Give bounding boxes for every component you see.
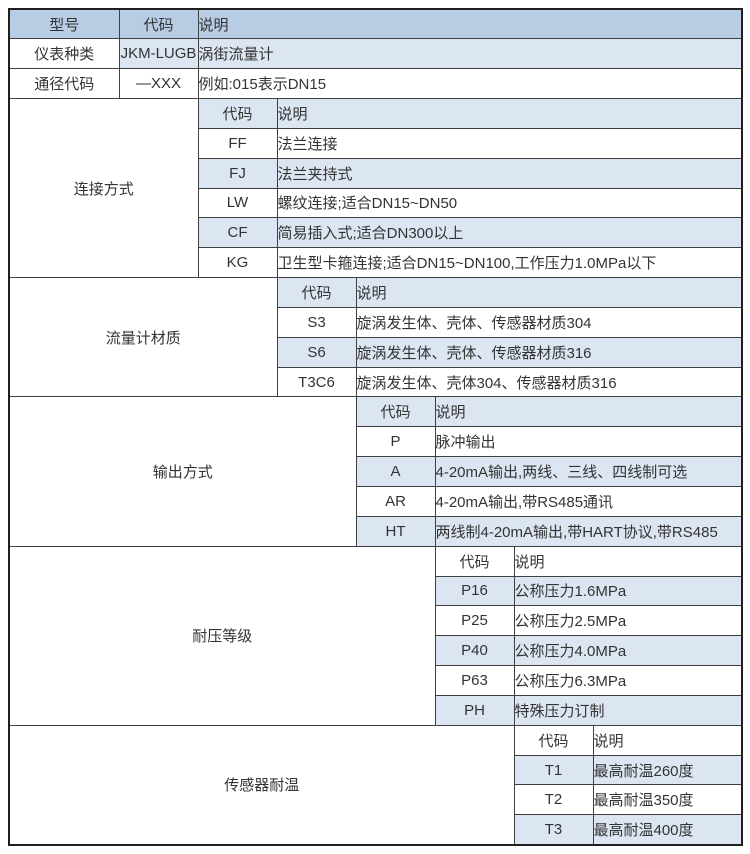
code-cell: P63: [434, 665, 515, 696]
code-cell: P25: [434, 605, 515, 637]
section-label: 耐压等级: [8, 545, 436, 726]
code-cell: —XXX: [118, 68, 199, 100]
code-cell: P40: [434, 635, 515, 667]
code-cell: CF: [197, 217, 278, 249]
header-model: 型号: [8, 8, 120, 40]
desc-cell: 螺纹连接;适合DN15~DN50: [276, 187, 743, 219]
section-label: 流量计材质: [8, 277, 278, 398]
desc-cell: 例如:015表示DN15: [197, 68, 743, 100]
code-cell: A: [355, 456, 436, 487]
code-cell: FJ: [197, 157, 278, 189]
header-desc: 说明: [197, 8, 743, 40]
desc-cell: 涡街流量计: [197, 38, 743, 70]
desc-cell: 法兰夹持式: [276, 157, 743, 189]
desc-cell: 法兰连接: [276, 127, 743, 159]
desc-cell: 4-20mA输出,两线、三线、四线制可选: [434, 456, 743, 487]
table-row-diameter-code: 通径代码 —XXX 例如:015表示DN15: [8, 68, 743, 100]
table-row: FJ 法兰夹持式: [9, 157, 743, 189]
subheader-code: 代码: [355, 396, 436, 428]
section-label: 输出方式: [8, 396, 357, 547]
desc-cell: 两线制4-20mA输出,带HART协议,带RS485: [434, 515, 743, 547]
code-cell: S6: [276, 336, 357, 368]
code-cell: P: [355, 426, 436, 458]
desc-cell: 特殊压力订制: [513, 694, 743, 726]
code-cell: T3C6: [276, 366, 357, 398]
table-row: S3 旋涡发生体、壳体、传感器材质304: [9, 306, 743, 338]
desc-cell: 脉冲输出: [434, 426, 743, 458]
desc-cell: 最高耐温400度: [592, 814, 743, 846]
code-cell: T1: [513, 754, 594, 786]
model-selection-table: 型号 代码 说明 仪表种类 JKM-LUGB 涡街流量计 通径代码 —XXX 例…: [8, 8, 744, 846]
desc-cell: 最高耐温350度: [592, 784, 743, 816]
subheader-desc: 说明: [434, 396, 743, 428]
code-cell: P16: [434, 575, 515, 607]
row-label: 通径代码: [8, 68, 120, 100]
table-header-row: 型号 代码 说明: [8, 8, 743, 40]
table-row: T3C6 旋涡发生体、壳体304、传感器材质316: [9, 366, 743, 398]
section-connection-subheader: 连接方式 代码 说明: [8, 98, 743, 279]
desc-cell: 公称压力1.6MPa: [513, 575, 743, 607]
section-label: 连接方式: [8, 98, 199, 279]
table-row: CF 简易插入式;适合DN300以上: [9, 217, 743, 249]
subheader-code: 代码: [513, 724, 594, 756]
code-cell: AR: [355, 486, 436, 517]
table-row: P 脉冲输出: [9, 426, 743, 458]
section-output-subheader: 输出方式 代码 说明: [8, 396, 743, 547]
code-cell: T3: [513, 814, 594, 846]
subheader-code: 代码: [434, 545, 515, 577]
desc-cell: 4-20mA输出,带RS485通讯: [434, 486, 743, 517]
code-cell: FF: [197, 127, 278, 159]
code-cell: LW: [197, 187, 278, 219]
desc-cell: 旋涡发生体、壳体、传感器材质304: [355, 306, 743, 338]
section-material-subheader: 流量计材质 代码 说明: [8, 277, 743, 398]
table-row: P63 公称压力6.3MPa: [9, 665, 743, 696]
subheader-desc: 说明: [592, 724, 743, 756]
desc-cell: 公称压力4.0MPa: [513, 635, 743, 667]
table-row: LW 螺纹连接;适合DN15~DN50: [9, 187, 743, 219]
section-temperature-subheader: 传感器耐温 代码 说明: [8, 724, 743, 846]
table-row: T2 最高耐温350度: [9, 784, 743, 816]
table-row-instrument-type: 仪表种类 JKM-LUGB 涡街流量计: [8, 38, 743, 70]
table-row: AR 4-20mA输出,带RS485通讯: [9, 486, 743, 517]
table-row: FF 法兰连接: [9, 127, 743, 159]
table-row: P25 公称压力2.5MPa: [9, 605, 743, 637]
table-row: S6 旋涡发生体、壳体、传感器材质316: [9, 336, 743, 368]
subheader-code: 代码: [197, 98, 278, 129]
desc-cell: 卫生型卡箍连接;适合DN15~DN100,工作压力1.0MPa以下: [276, 247, 743, 279]
code-cell: HT: [355, 515, 436, 547]
section-label: 传感器耐温: [8, 724, 515, 846]
table-row: P16 公称压力1.6MPa: [9, 575, 743, 607]
code-cell: S3: [276, 306, 357, 338]
code-cell: PH: [434, 694, 515, 726]
table-row: A 4-20mA输出,两线、三线、四线制可选: [9, 456, 743, 487]
desc-cell: 旋涡发生体、壳体304、传感器材质316: [355, 366, 743, 398]
code-cell: JKM-LUGB: [118, 38, 199, 70]
desc-cell: 旋涡发生体、壳体、传感器材质316: [355, 336, 743, 368]
header-code: 代码: [118, 8, 199, 40]
desc-cell: 公称压力2.5MPa: [513, 605, 743, 637]
code-cell: KG: [197, 247, 278, 279]
table-row: HT 两线制4-20mA输出,带HART协议,带RS485: [9, 515, 743, 547]
desc-cell: 公称压力6.3MPa: [513, 665, 743, 696]
subheader-desc: 说明: [355, 277, 743, 308]
section-pressure-subheader: 耐压等级 代码 说明: [8, 545, 743, 726]
desc-cell: 最高耐温260度: [592, 754, 743, 786]
subheader-code: 代码: [276, 277, 357, 308]
table-row: T1 最高耐温260度: [9, 754, 743, 786]
code-cell: T2: [513, 784, 594, 816]
row-label: 仪表种类: [8, 38, 120, 70]
table-row: PH 特殊压力订制: [9, 694, 743, 726]
desc-cell: 简易插入式;适合DN300以上: [276, 217, 743, 249]
subheader-desc: 说明: [276, 98, 743, 129]
table-row: T3 最高耐温400度: [9, 814, 743, 846]
subheader-desc: 说明: [513, 545, 743, 577]
table-row: KG 卫生型卡箍连接;适合DN15~DN100,工作压力1.0MPa以下: [9, 247, 743, 279]
